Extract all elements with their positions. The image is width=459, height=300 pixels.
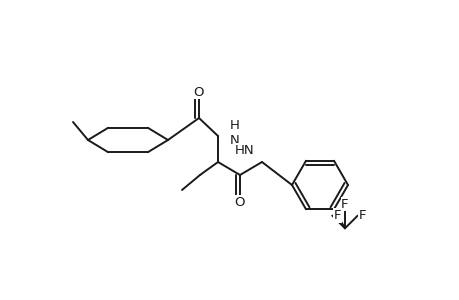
Text: H
N: H N: [230, 119, 239, 147]
Text: F: F: [358, 209, 366, 222]
Text: F: F: [333, 209, 340, 222]
Text: O: O: [193, 85, 204, 98]
Text: HN: HN: [234, 143, 253, 157]
Text: F: F: [341, 198, 348, 211]
Text: O: O: [234, 196, 245, 208]
